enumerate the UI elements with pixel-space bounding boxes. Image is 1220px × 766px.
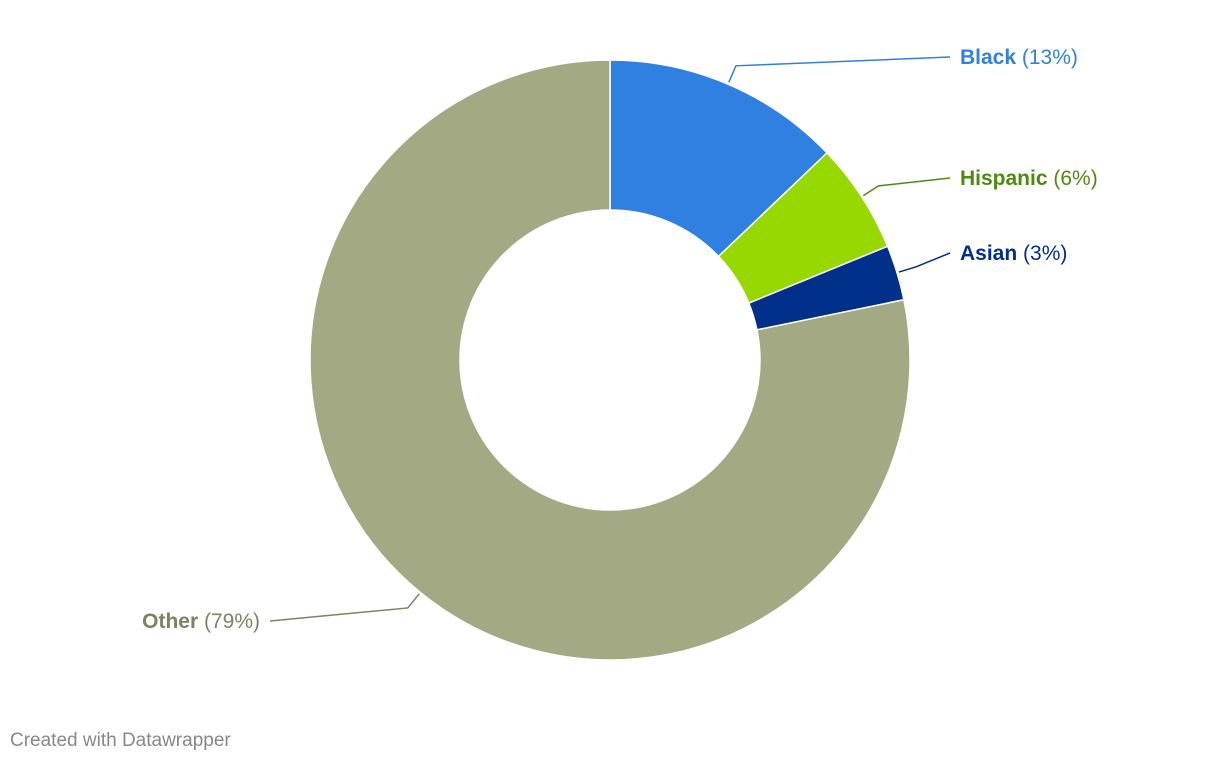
leader-line-other (269, 593, 420, 622)
label-other: Other (79%) (142, 610, 260, 633)
label-name-asian: Asian (960, 242, 1017, 265)
label-name-hispanic: Hispanic (960, 167, 1048, 190)
slice-other (309, 59, 911, 661)
label-asian: Asian (3%) (960, 242, 1067, 265)
leader-line-hispanic (862, 177, 951, 197)
leader-lines-group (269, 56, 951, 622)
labels-group: Black (13%) Hispanic (6%) Asian (3%) Other … (142, 46, 1098, 633)
label-black: Black (13%) (960, 46, 1078, 69)
label-hispanic: Hispanic (6%) (960, 167, 1098, 190)
leader-line-black (728, 56, 951, 83)
label-value-asian: (3%) (1017, 242, 1067, 265)
label-name-black: Black (960, 46, 1016, 69)
leader-line-asian (898, 252, 951, 273)
slices-group (309, 59, 911, 661)
label-value-hispanic: (6%) (1048, 167, 1098, 190)
label-name-other: Other (142, 610, 198, 633)
label-value-other: (79%) (198, 610, 260, 633)
slice-black (609, 59, 829, 258)
credit-text: Created with Datawrapper (10, 730, 231, 751)
label-value-black: (13%) (1016, 46, 1078, 69)
